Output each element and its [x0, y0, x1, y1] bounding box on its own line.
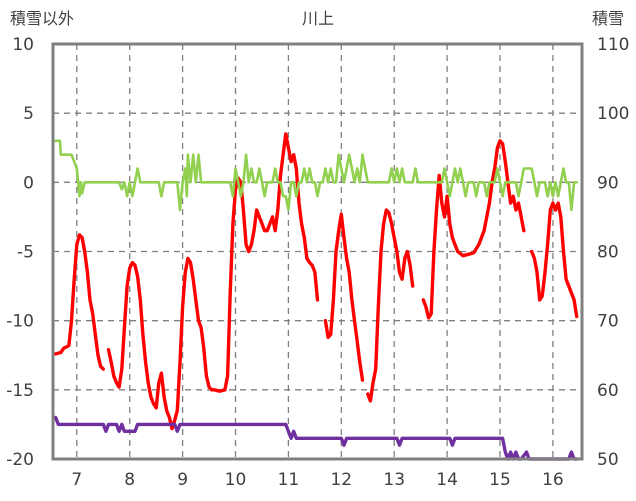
plot-frame: [51, 42, 584, 461]
left-tick-label: -20: [6, 450, 34, 470]
x-tick-label: 12: [330, 470, 352, 490]
red-series-line: [421, 139, 526, 320]
x-tick-label: 14: [436, 470, 458, 490]
gridlines: [53, 44, 582, 459]
left-tick-label: -15: [6, 381, 34, 401]
right-tick-label: 80: [597, 243, 619, 263]
right-tick-label: 90: [597, 173, 619, 193]
right-tick-label: 60: [597, 381, 619, 401]
red-series-line: [106, 132, 320, 431]
right-tick-label: 100: [597, 104, 629, 124]
red-series-line: [53, 233, 106, 371]
x-tick-label: 9: [177, 470, 188, 490]
purple-series-line: [53, 415, 579, 461]
x-tick-label: 11: [278, 470, 300, 490]
x-tick-label: 16: [542, 470, 564, 490]
x-tick-label: 15: [489, 470, 511, 490]
right-tick-label: 70: [597, 312, 619, 332]
left-tick-label: 5: [23, 104, 34, 124]
chart-title: 川上: [302, 9, 334, 28]
red-series-line: [530, 201, 579, 319]
red-series-line: [323, 212, 365, 382]
x-tick-label: 10: [225, 470, 247, 490]
left-tick-label: -5: [17, 243, 34, 263]
right-axis-title: 積雪: [592, 9, 624, 28]
right-tick-label: 110: [597, 35, 629, 55]
x-tick-label: 8: [124, 470, 135, 490]
left-tick-label: 10: [12, 35, 34, 55]
left-tick-label: -10: [6, 312, 34, 332]
green-series-line: [54, 139, 579, 212]
right-tick-label: 50: [597, 450, 619, 470]
x-tick-label: 13: [383, 470, 405, 490]
left-tick-label: 0: [23, 173, 34, 193]
left-axis-title: 積雪以外: [10, 9, 74, 28]
x-tick-label: 7: [71, 470, 82, 490]
red-series-line: [366, 208, 415, 403]
series-group: [53, 132, 579, 461]
